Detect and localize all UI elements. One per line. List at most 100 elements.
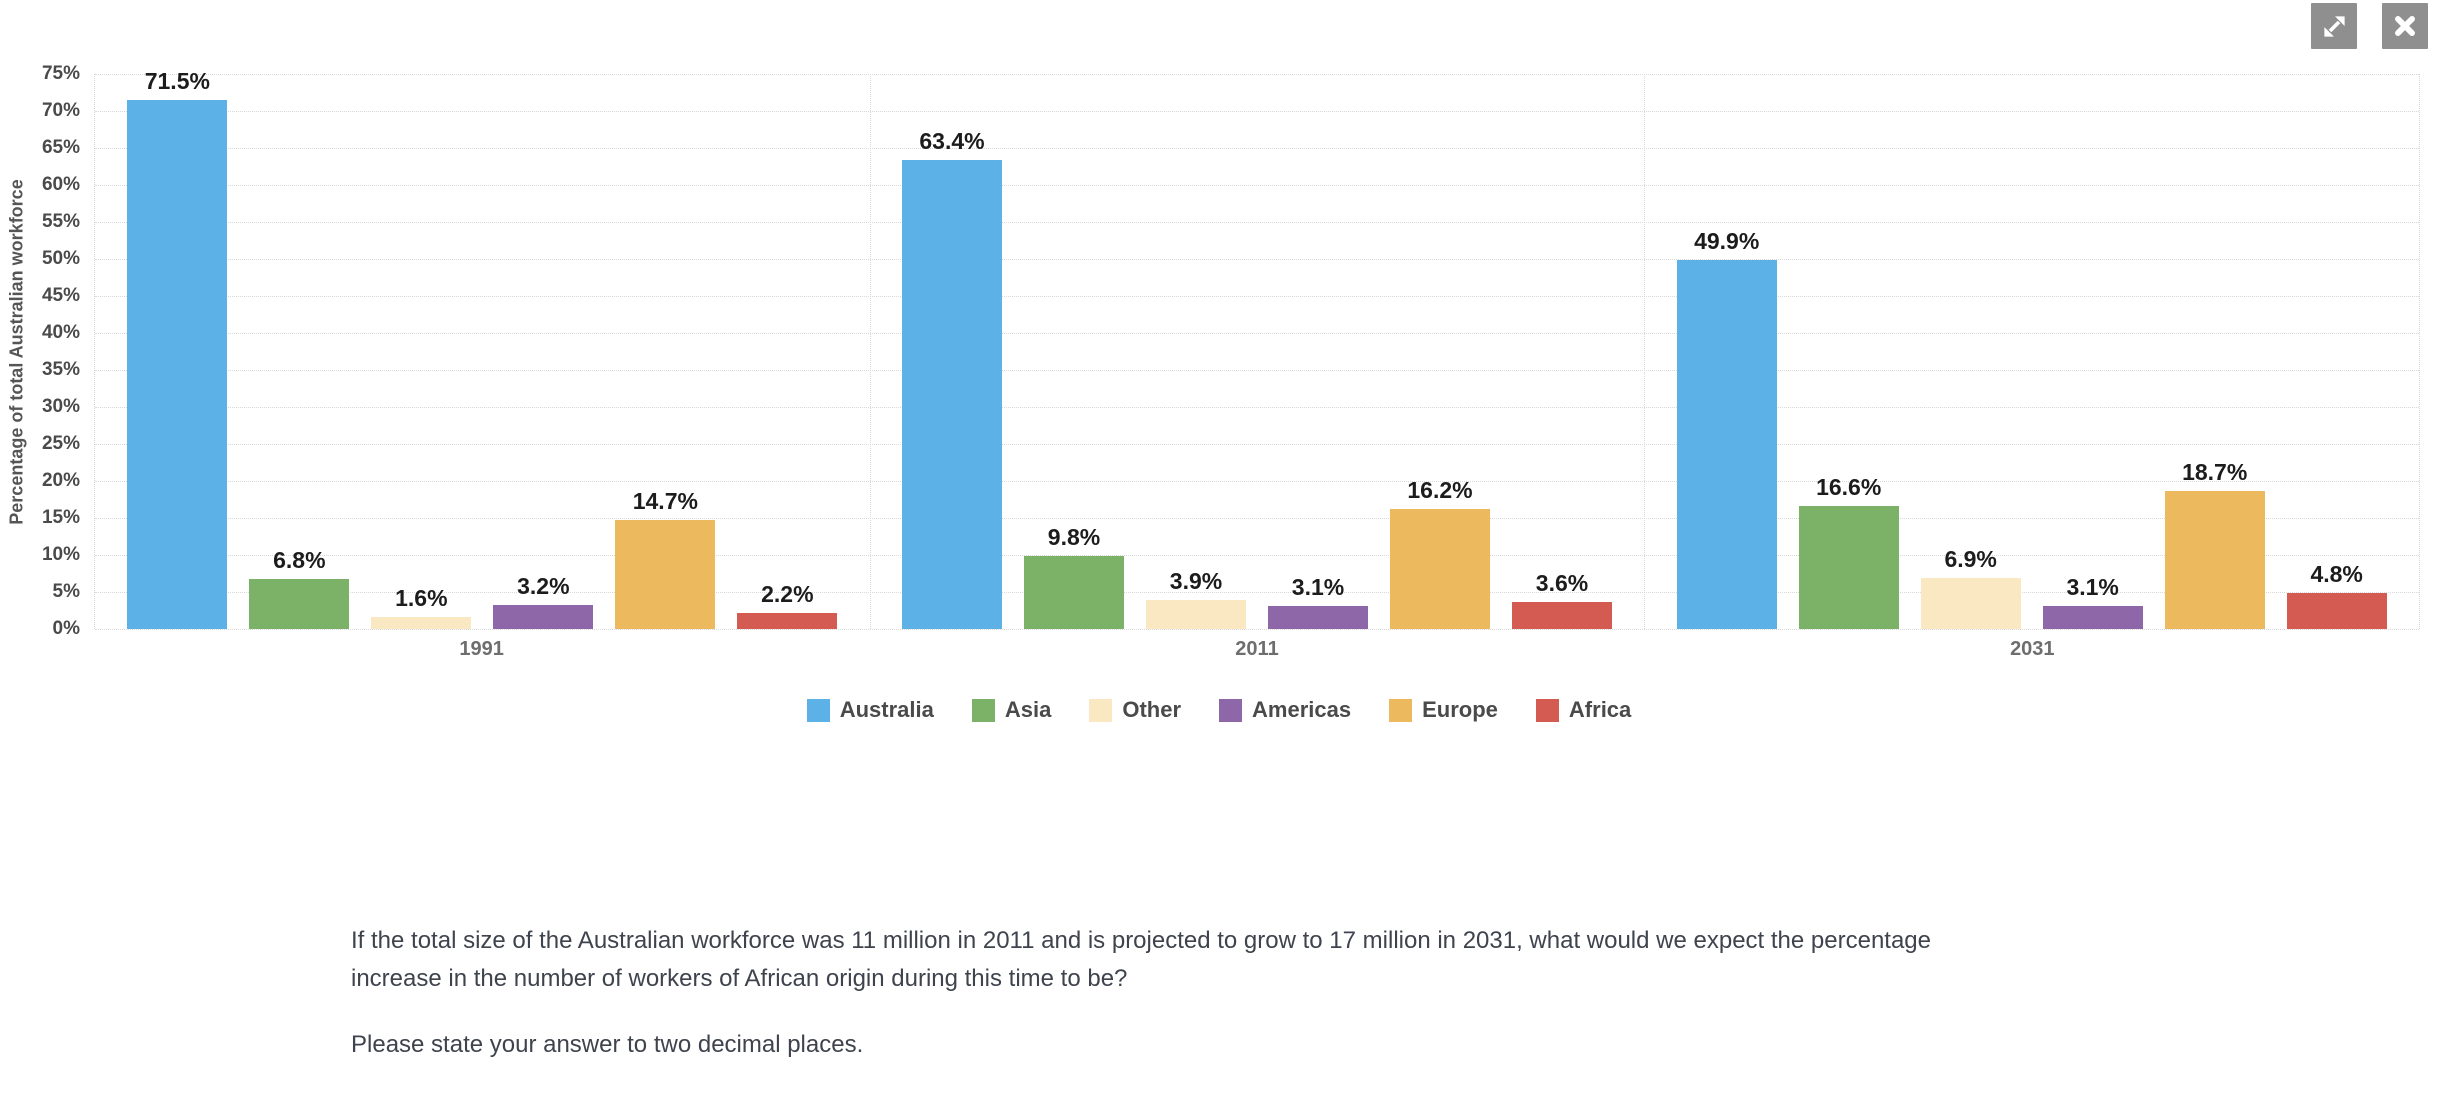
bar-asia-1991[interactable]: 6.8%	[249, 547, 350, 629]
question-instruction: Please state your answer to two decimal …	[351, 1031, 864, 1058]
y-axis-tick-label: 50%	[41, 248, 80, 269]
gridline	[95, 407, 2419, 408]
bar-americas-2031[interactable]: 3.1%	[2042, 574, 2143, 629]
bar-value-label: 6.8%	[273, 546, 326, 573]
bar-americas-2011[interactable]: 3.1%	[1268, 574, 1368, 629]
bar-other-2011[interactable]: 3.9%	[1146, 568, 1246, 629]
bar-group-2011: 63.4% 9.8% 3.9% 3.1% 16.2% 3.6%	[870, 74, 1645, 629]
gridline	[95, 148, 2419, 149]
bar-value-label: 3.6%	[1535, 570, 1589, 597]
y-axis-tick-label: 70%	[41, 100, 80, 121]
x-axis-labels: 1991 2011 2031	[94, 638, 2420, 661]
bar-groups: 71.5% 6.8% 1.6% 3.2% 14.7% 2.2% 63.4% 9.8% 3.9% 3…	[95, 68, 2419, 629]
bar-value-label: 6.9%	[1944, 545, 1997, 572]
bar-value-label: 16.6%	[1816, 474, 1882, 501]
close-button[interactable]	[2382, 3, 2428, 49]
chart-legend: Australia Asia Other Americas Europe Africa	[0, 697, 2438, 723]
bar-africa-1991[interactable]: 2.2%	[737, 581, 838, 629]
y-axis-tick-label: 15%	[41, 507, 80, 528]
group-divider-line	[869, 74, 871, 629]
legend-label: Africa	[1568, 697, 1632, 722]
bar-other-1991[interactable]: 1.6%	[371, 585, 472, 629]
y-axis-tick-label: 40%	[41, 322, 80, 343]
y-axis-tick-label: 75%	[41, 63, 80, 84]
y-axis-tick-label: 55%	[41, 211, 80, 232]
y-axis-ticks: 0% 5% 10% 15% 20% 25% 30% 35% 40% 45% 50% 55% 60% 65%…	[0, 63, 80, 639]
expand-button[interactable]	[2311, 3, 2357, 49]
plot-area: 71.5% 6.8% 1.6% 3.2% 14.7% 2.2% 63.4% 9.8% 3.9% 3…	[94, 68, 2420, 630]
legend-swatch-africa	[1535, 698, 1559, 722]
legend-item-americas[interactable]: Americas	[1219, 697, 1351, 723]
legend-swatch-australia	[806, 698, 830, 722]
gridline	[95, 111, 2419, 112]
gridline	[95, 444, 2419, 445]
bar-value-label: 9.8%	[1047, 524, 1101, 551]
bar-value-label: 16.2%	[1407, 477, 1473, 504]
gridline	[95, 370, 2419, 371]
bar-value-label: 1.6%	[395, 585, 448, 612]
bar-australia-2011[interactable]: 63.4%	[902, 128, 1002, 629]
gridline	[95, 296, 2419, 297]
bar-value-label: 18.7%	[2182, 458, 2248, 485]
y-axis-tick-label: 25%	[41, 433, 80, 454]
bar-value-label: 3.1%	[1291, 574, 1345, 601]
bar-asia-2011[interactable]: 9.8%	[1024, 524, 1124, 629]
bar-australia-2031[interactable]: 49.9%	[1676, 228, 1777, 629]
legend-item-australia[interactable]: Australia	[806, 697, 934, 723]
legend-label: Asia	[1004, 697, 1052, 722]
bar-value-label: 63.4%	[919, 127, 985, 154]
y-axis-tick-label: 35%	[41, 359, 80, 380]
y-axis-tick-label: 45%	[41, 285, 80, 306]
y-axis-tick-label: 5%	[52, 581, 80, 602]
x-axis-label-2031: 2031	[2010, 638, 2055, 660]
y-axis-tick-label: 60%	[41, 174, 80, 195]
y-axis-tick-label: 0%	[52, 618, 80, 639]
bar-value-label: 3.9%	[1169, 568, 1223, 595]
bar-africa-2031[interactable]: 4.8%	[2286, 561, 2387, 629]
legend-item-asia[interactable]: Asia	[971, 697, 1052, 723]
bar-europe-2031[interactable]: 18.7%	[2164, 459, 2265, 629]
bar-americas-1991[interactable]: 3.2%	[493, 573, 594, 629]
bar-value-label: 49.9%	[1694, 227, 1760, 254]
gridline	[95, 185, 2419, 186]
x-axis-label-1991: 1991	[459, 638, 504, 660]
bar-value-label: 14.7%	[632, 488, 698, 515]
gridline	[95, 555, 2419, 556]
close-icon	[2395, 16, 2415, 36]
question-block: If the total size of the Australian work…	[351, 922, 2026, 1064]
gridline	[95, 259, 2419, 260]
bar-other-2031[interactable]: 6.9%	[1920, 546, 2021, 629]
legend-label: Europe	[1422, 697, 1498, 722]
gridline	[95, 222, 2419, 223]
legend-label: Australia	[839, 697, 934, 722]
gridline	[95, 333, 2419, 334]
legend-swatch-asia	[971, 698, 995, 722]
bar-value-label: 3.1%	[2066, 574, 2119, 601]
bar-group-1991: 71.5% 6.8% 1.6% 3.2% 14.7% 2.2%	[95, 68, 870, 629]
legend-swatch-other	[1089, 698, 1113, 722]
gridline	[95, 592, 2419, 593]
legend-label: Other	[1122, 697, 1182, 722]
bar-europe-1991[interactable]: 14.7%	[615, 488, 716, 629]
bar-value-label: 3.2%	[517, 573, 570, 600]
y-axis-tick-label: 20%	[41, 470, 80, 491]
question-text: If the total size of the Australian work…	[351, 927, 1932, 992]
legend-swatch-europe	[1389, 698, 1413, 722]
bar-australia-1991[interactable]: 71.5%	[127, 68, 228, 629]
window-controls	[2311, 3, 2428, 49]
gridline	[95, 518, 2419, 519]
bar-value-label: 2.2%	[761, 580, 814, 607]
gridline	[95, 481, 2419, 482]
legend-swatch-americas	[1219, 698, 1243, 722]
y-axis-tick-label: 10%	[41, 544, 80, 565]
bar-asia-2031[interactable]: 16.6%	[1798, 474, 1899, 629]
bar-europe-2011[interactable]: 16.2%	[1390, 477, 1490, 629]
y-axis-tick-label: 30%	[41, 396, 80, 417]
legend-item-europe[interactable]: Europe	[1389, 697, 1498, 723]
legend-item-africa[interactable]: Africa	[1535, 697, 1632, 723]
legend-label: Americas	[1252, 697, 1352, 722]
gridline	[95, 629, 2419, 630]
legend-item-other[interactable]: Other	[1089, 697, 1181, 723]
expand-icon	[2323, 15, 2345, 37]
bar-africa-2011[interactable]: 3.6%	[1512, 570, 1612, 629]
